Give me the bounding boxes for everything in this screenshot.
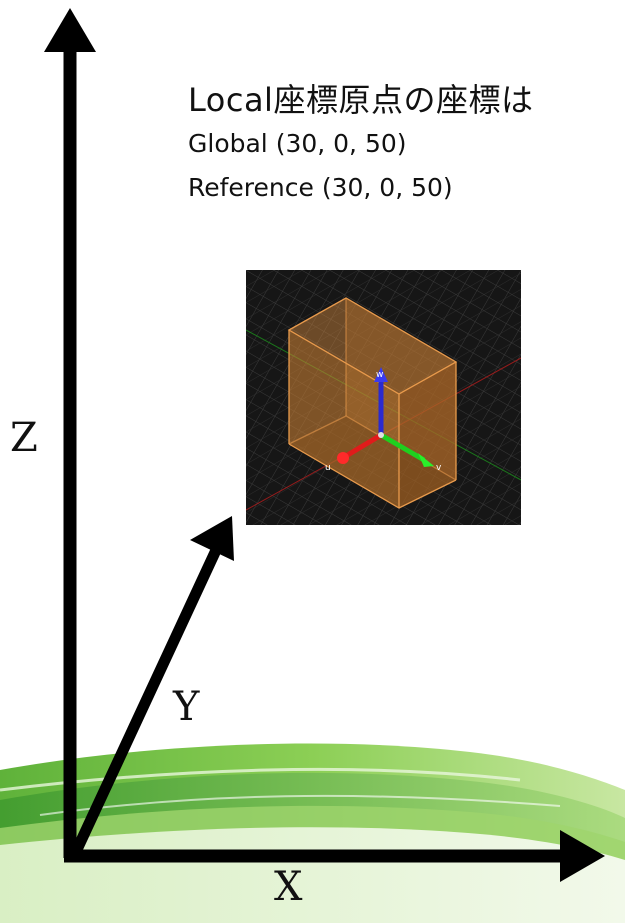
v-axis-arrow-head [418,453,434,467]
3d-viewport-image: w v u [246,270,521,525]
global-coordinate-text: Global (30, 0, 50) [188,129,407,158]
x-axis-label: X [274,864,303,910]
v-axis-label: v [436,463,442,473]
local-axes-gizmo: w v u [325,367,442,473]
u-axis-line [344,432,383,459]
z-axis-arrow [44,8,96,858]
u-axis-handle [337,452,349,464]
y-axis-arrow [69,516,234,859]
local-origin-point [378,432,384,438]
v-axis-line [379,432,426,463]
reference-coordinate-text: Reference (30, 0, 50) [188,173,453,202]
y-axis-label: Y [173,684,200,730]
u-axis-label: u [325,463,331,473]
box-body [287,297,458,509]
z-axis-label: Z [10,415,38,461]
w-axis-arrow-head [374,367,388,382]
w-axis-label: w [376,370,383,380]
info-title: Local座標原点の座標は [188,81,534,119]
x-axis-arrow [64,830,605,882]
origin-info-text: Local座標原点の座標は Global (30, 0, 50) Referen… [188,78,533,210]
